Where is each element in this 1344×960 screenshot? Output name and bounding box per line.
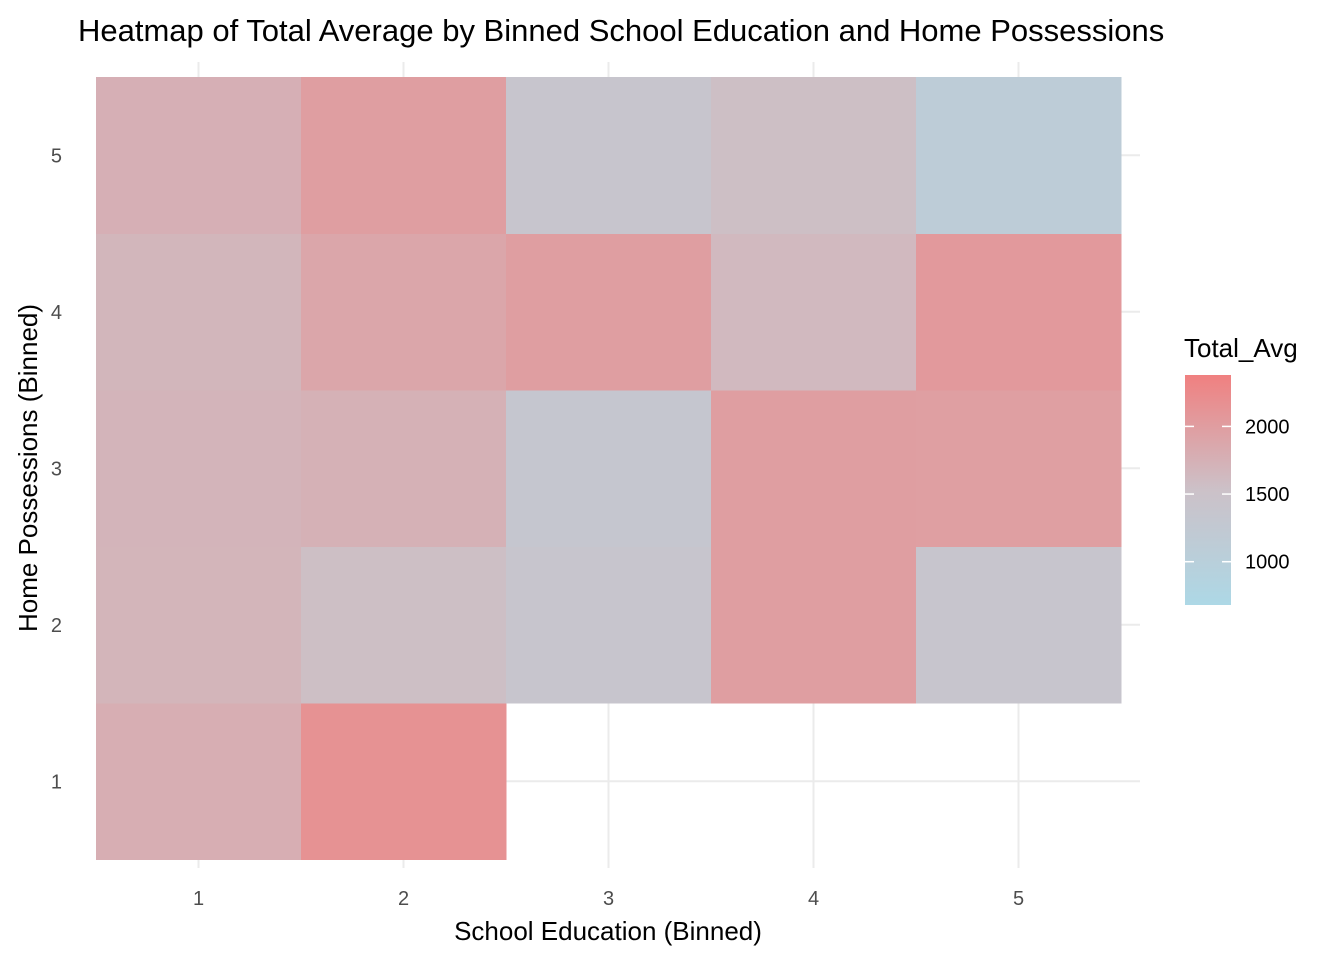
heatmap-cell-x2-y3: [301, 390, 507, 547]
legend-label-1000: 1000: [1245, 552, 1290, 574]
heatmap-cell-x1-y4: [96, 233, 302, 391]
heatmap-cell-x2-y1: [301, 703, 507, 860]
heatmap-cell-x5-y3: [916, 390, 1122, 547]
y-tick-label-3: 3: [51, 458, 62, 480]
y-tick-label-4: 4: [51, 302, 62, 324]
y-axis-title: Home Possessions (Binned): [13, 304, 43, 632]
legend-color-bar: [1185, 375, 1231, 605]
legend: Total_Avg 1000 1500 2000: [1184, 333, 1298, 605]
legend-label-2000: 2000: [1245, 416, 1290, 438]
heatmap-cell-x1-y3: [96, 390, 302, 547]
x-tick-label-3: 3: [603, 888, 614, 910]
y-tick-label-2: 2: [51, 615, 62, 637]
heatmap-cell-x3-y3: [506, 390, 712, 547]
legend-label-1500: 1500: [1245, 484, 1290, 506]
heatmap-cell-x4-y5: [711, 77, 917, 234]
heatmap-cell-x3-y4: [506, 233, 712, 391]
x-axis-title: School Education (Binned): [454, 916, 762, 946]
heatmap-cell-x4-y2: [711, 546, 917, 704]
heatmap-cell-x1-y1: [96, 703, 302, 860]
x-axis-ticks: 1 2 3 4 5: [193, 888, 1024, 910]
x-tick-label-5: 5: [1013, 888, 1024, 910]
heatmap-cell-x4-y4: [711, 233, 917, 391]
y-axis-ticks: 1 2 3 4 5: [51, 145, 62, 793]
x-tick-label-2: 2: [398, 888, 409, 910]
heatmap-cell-x5-y4: [916, 233, 1122, 391]
x-tick-label-4: 4: [808, 888, 819, 910]
legend-title: Total_Avg: [1184, 333, 1298, 363]
heatmap-cell-x1-y2: [96, 546, 302, 704]
heatmap-cell-x2-y2: [301, 546, 507, 704]
y-tick-label-1: 1: [51, 771, 62, 793]
heatmap-cells: [96, 77, 1122, 860]
chart-title: Heatmap of Total Average by Binned Schoo…: [78, 13, 1164, 48]
heatmap-cell-x4-y3: [711, 390, 917, 547]
heatmap-cell-x2-y5: [301, 77, 507, 234]
heatmap-cell-x5-y2: [916, 546, 1122, 704]
heatmap-cell-x2-y4: [301, 233, 507, 391]
y-tick-label-5: 5: [51, 145, 62, 167]
heatmap-cell-x5-y5: [916, 77, 1122, 234]
x-tick-label-1: 1: [193, 888, 204, 910]
heatmap-cell-x3-y5: [506, 77, 712, 234]
heatmap-cell-x1-y5: [96, 77, 302, 234]
heatmap-cell-x3-y2: [506, 546, 712, 704]
legend-ticks: 1000 1500 2000: [1185, 416, 1290, 574]
